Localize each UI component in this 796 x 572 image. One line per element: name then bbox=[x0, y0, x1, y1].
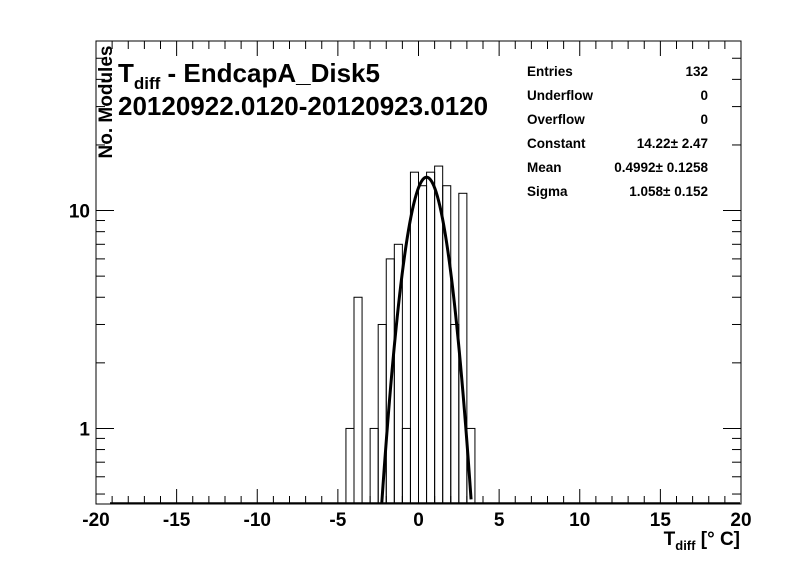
stats-label: Constant bbox=[527, 136, 586, 151]
x-tick-label: -20 bbox=[82, 510, 109, 531]
x-axis-title-rest: [° C] bbox=[695, 529, 740, 550]
stats-value: 0 bbox=[700, 88, 708, 103]
y-axis-tick-labels: 1 10 bbox=[69, 202, 91, 441]
x-axis-title-subscript: diff bbox=[675, 538, 696, 553]
stats-value: 0 bbox=[700, 112, 708, 127]
stats-label: Underflow bbox=[527, 88, 593, 103]
stats-label: Sigma bbox=[527, 184, 568, 199]
chart-title: Tdiff - EndcapA_Disk5 bbox=[118, 58, 380, 93]
x-tick-label: 0 bbox=[413, 510, 424, 531]
x-tick-label: 20 bbox=[730, 510, 751, 531]
stats-label: Mean bbox=[527, 160, 562, 175]
histogram-bin bbox=[450, 323, 460, 505]
x-tick-label: 15 bbox=[650, 510, 672, 531]
histogram-bin bbox=[401, 427, 411, 505]
x-tick-label: -10 bbox=[244, 510, 271, 531]
y-tick-label: 10 bbox=[69, 202, 90, 223]
histogram-bin bbox=[345, 427, 355, 505]
x-tick-label: -5 bbox=[329, 510, 346, 531]
y-axis-title: No. Modules bbox=[96, 46, 117, 159]
x-axis-title: Tdiff [° C] bbox=[664, 529, 740, 553]
histogram-bin bbox=[466, 427, 476, 505]
x-tick-label: 10 bbox=[569, 510, 590, 531]
gaussian-fit-curve bbox=[380, 175, 473, 504]
histogram-bin bbox=[426, 171, 436, 505]
histogram-bin bbox=[353, 296, 363, 505]
histogram-bin bbox=[393, 243, 403, 505]
stats-label: Overflow bbox=[527, 112, 585, 127]
x-axis-tick-labels: -20 -15 -10 -5 0 5 10 15 20 bbox=[82, 510, 751, 531]
histogram-bin bbox=[369, 427, 379, 505]
chart-title-line2: 20120922.0120-20120923.0120 bbox=[118, 91, 488, 121]
chart-title-subscript: diff bbox=[134, 74, 161, 93]
x-tick-label: -15 bbox=[163, 510, 191, 531]
histogram-bin bbox=[418, 185, 428, 505]
stats-label: Entries bbox=[527, 64, 573, 79]
histogram-bars bbox=[110, 165, 740, 505]
stats-box: Entries 132 Underflow 0 Overflow 0 Constant 14.… bbox=[527, 64, 708, 199]
stats-value: 1.058± 0.152 bbox=[629, 184, 708, 199]
y-axis-ticks bbox=[96, 40, 741, 495]
y-tick-label: 1 bbox=[79, 419, 90, 440]
stats-value: 14.22± 2.47 bbox=[637, 136, 708, 151]
histogram-bin bbox=[409, 171, 419, 505]
stats-value: 0.4992± 0.1258 bbox=[614, 160, 708, 175]
stats-value: 132 bbox=[685, 64, 708, 79]
x-tick-label: 5 bbox=[494, 510, 505, 531]
chart-title-main: T bbox=[118, 58, 134, 88]
chart-title-rest: - EndcapA_Disk5 bbox=[160, 58, 380, 88]
x-axis-title-main: T bbox=[664, 529, 676, 550]
